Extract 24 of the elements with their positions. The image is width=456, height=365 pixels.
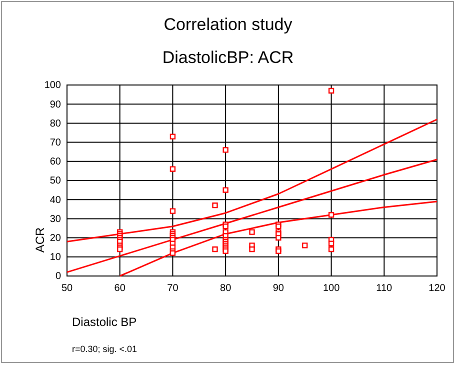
x-tick-label: 60: [114, 283, 126, 294]
y-tick-label: 40: [50, 194, 62, 206]
y-tick-label: 90: [50, 99, 62, 110]
y-tick-label: 0: [55, 271, 62, 282]
x-tick-label: 110: [376, 283, 393, 294]
chart-title: Correlation study: [164, 15, 293, 34]
y-tick-label: 50: [50, 176, 62, 187]
x-tick-label: 80: [220, 283, 232, 294]
y-tick-label: 100: [44, 80, 62, 92]
y-tick-label: 80: [50, 118, 62, 130]
y-tick-label: 20: [50, 233, 62, 244]
text: r=0.30; sig. <.01: [72, 344, 138, 354]
x-tick-label: 90: [272, 283, 284, 294]
x-tick-label: 120: [428, 283, 446, 294]
x-axis-title: Diastolic BP: [72, 315, 137, 329]
x-tick-label: 70: [167, 283, 179, 294]
chart-subtitle: DiastolicBP: ACR: [162, 48, 294, 67]
x-tick-label: 50: [61, 283, 73, 294]
x-tick-label: 100: [322, 283, 340, 294]
y-tick-label: 30: [50, 214, 62, 225]
y-tick-label: 10: [50, 252, 62, 264]
y-tick-label: 60: [50, 156, 62, 168]
y-tick-label: 70: [50, 138, 62, 148]
y-axis-title: ACR: [33, 227, 47, 253]
